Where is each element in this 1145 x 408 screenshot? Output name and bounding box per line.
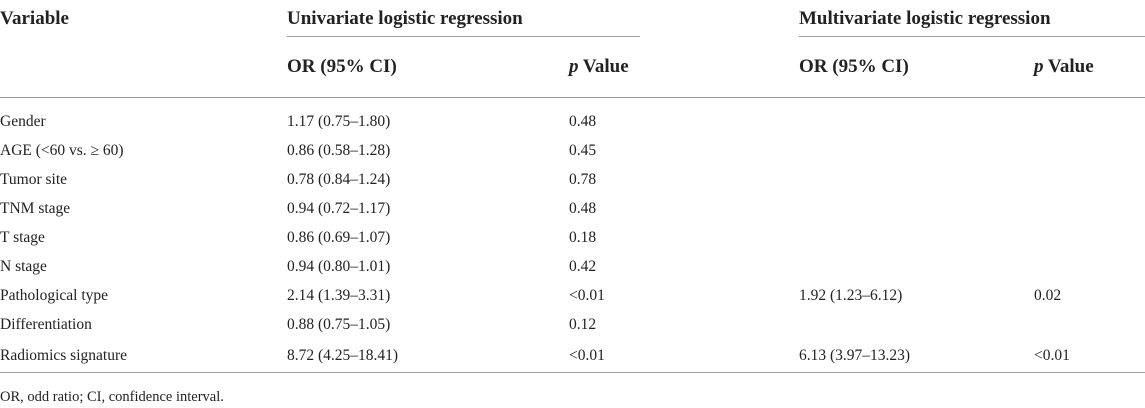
- cell-uni-or: 2.14 (1.39–3.31): [287, 286, 391, 304]
- cell-uni-p: 0.48: [569, 199, 597, 217]
- cell-uni-or: 0.78 (0.84–1.24): [287, 170, 391, 188]
- cell-multi-p: [1034, 310, 1145, 339]
- cell-variable: Tumor site: [0, 170, 68, 188]
- cell-multi-p: [1034, 165, 1145, 194]
- table-row: AGE (<60 vs. ≥ 60) 0.86 (0.58–1.28) 0.45: [0, 136, 1145, 165]
- table-row: T stage 0.86 (0.69–1.07) 0.18: [0, 223, 1145, 252]
- table-footnote: OR, odd ratio; CI, confidence interval.: [0, 389, 224, 405]
- cell-variable: TNM stage: [0, 199, 71, 217]
- cell-variable: Pathological type: [0, 286, 109, 304]
- cell-uni-or: 0.94 (0.80–1.01): [287, 257, 391, 275]
- cell-multi-or: 1.92 (1.23–6.12): [799, 286, 903, 304]
- multivariate-group-underline: [799, 36, 1145, 37]
- cell-multi-or: [799, 194, 1034, 223]
- cell-uni-or: 8.72 (4.25–18.41): [287, 339, 569, 373]
- table-row: Radiomics signature 8.72 (4.25–18.41) <0…: [0, 339, 1145, 373]
- cell-variable: N stage: [0, 257, 47, 275]
- p-letter: p: [1034, 56, 1044, 77]
- regression-table: Variable Univariate logistic regression …: [0, 0, 1145, 373]
- cell-multi-p: 0.02: [1034, 286, 1062, 304]
- cell-uni-p: <0.01: [569, 286, 605, 304]
- table-row: Differentiation 0.88 (0.75–1.05) 0.12: [0, 310, 1145, 339]
- header-uni-or: OR (95% CI): [287, 37, 569, 98]
- cell-uni-p: 0.18: [569, 228, 597, 246]
- cell-multi-or: [799, 310, 1034, 339]
- header-multivariate-group: Multivariate logistic regression: [799, 7, 1051, 29]
- cell-variable: Gender: [0, 112, 46, 130]
- cell-uni-p: <0.01: [569, 339, 799, 373]
- cell-uni-p: 0.12: [569, 315, 597, 333]
- cell-multi-or: [799, 98, 1034, 137]
- cell-uni-p: 0.48: [569, 112, 597, 130]
- header-multi-p: p Value: [1034, 37, 1145, 98]
- cell-multi-p: <0.01: [1034, 339, 1145, 373]
- cell-uni-or: 0.94 (0.72–1.17): [287, 199, 391, 217]
- table-row: N stage 0.94 (0.80–1.01) 0.42: [0, 252, 1145, 281]
- cell-uni-p: 0.42: [569, 257, 597, 275]
- cell-uni-or: 0.88 (0.75–1.05): [287, 315, 391, 333]
- cell-uni-or: 0.86 (0.58–1.28): [287, 141, 391, 159]
- cell-multi-p: [1034, 98, 1145, 137]
- header-row-groups: Variable Univariate logistic regression …: [0, 0, 1145, 37]
- header-variable: Variable: [0, 7, 69, 29]
- cell-multi-p: [1034, 194, 1145, 223]
- value-word: Value: [1047, 56, 1094, 77]
- table-row: TNM stage 0.94 (0.72–1.17) 0.48: [0, 194, 1145, 223]
- header-row-columns: OR (95% CI) p Value OR (95% CI) p Value: [0, 37, 1145, 98]
- cell-uni-p: 0.45: [569, 141, 597, 159]
- cell-multi-p: [1034, 136, 1145, 165]
- cell-uni-p: 0.78: [569, 170, 597, 188]
- cell-multi-or: 6.13 (3.97–13.23): [799, 339, 1034, 373]
- cell-variable: Differentiation: [0, 315, 92, 333]
- cell-variable: Radiomics signature: [0, 339, 287, 373]
- cell-variable: AGE (<60 vs. ≥ 60): [0, 141, 124, 159]
- cell-uni-or: 0.86 (0.69–1.07): [287, 228, 391, 246]
- cell-variable: T stage: [0, 228, 45, 246]
- univariate-group-underline: [287, 36, 640, 37]
- value-word: Value: [582, 56, 629, 77]
- cell-multi-p: [1034, 223, 1145, 252]
- table-row: Gender 1.17 (0.75–1.80) 0.48: [0, 98, 1145, 137]
- cell-uni-or: 1.17 (0.75–1.80): [287, 112, 391, 130]
- table-row: Tumor site 0.78 (0.84–1.24) 0.78: [0, 165, 1145, 194]
- header-blank: [0, 37, 287, 98]
- cell-multi-or: [799, 136, 1034, 165]
- cell-multi-or: [799, 252, 1034, 281]
- cell-multi-or: [799, 165, 1034, 194]
- cell-multi-p: [1034, 252, 1145, 281]
- cell-multi-or: [799, 223, 1034, 252]
- header-multi-or: OR (95% CI): [799, 37, 1034, 98]
- header-uni-p: p Value: [569, 37, 799, 98]
- p-letter: p: [569, 56, 579, 77]
- header-univariate-group: Univariate logistic regression: [287, 7, 523, 29]
- table-row: Pathological type 2.14 (1.39–3.31) <0.01…: [0, 281, 1145, 310]
